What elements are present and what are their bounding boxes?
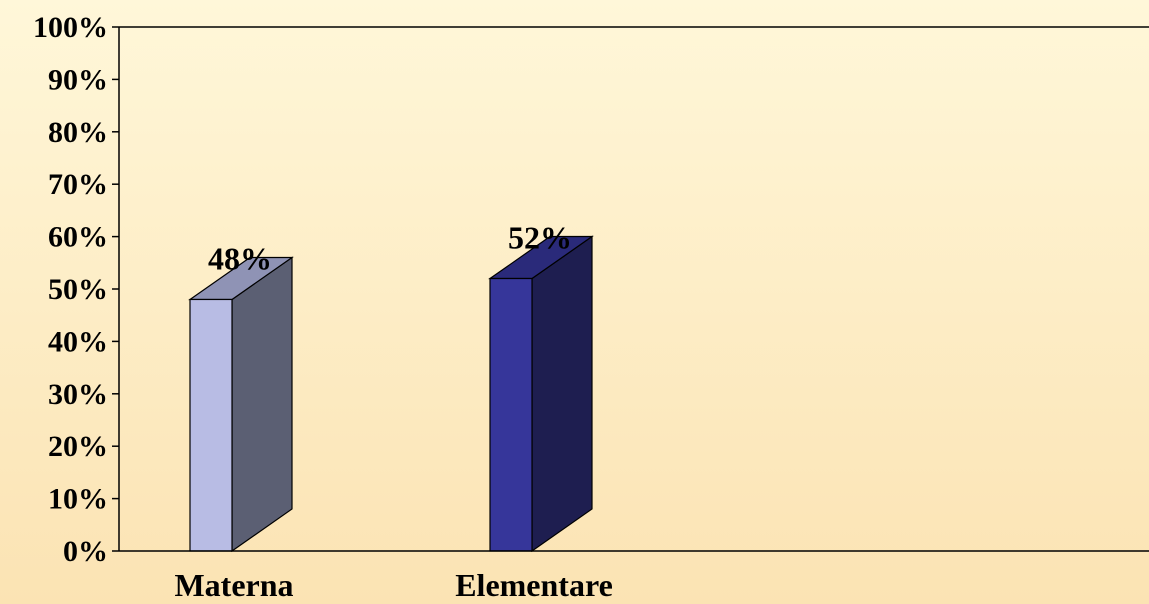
category-labels: Materna Elementare bbox=[174, 567, 612, 603]
axes bbox=[118, 26, 1149, 552]
y-tick-label: 70% bbox=[48, 168, 108, 201]
bar-side-face bbox=[231, 256, 293, 553]
category-label: Materna bbox=[174, 567, 293, 603]
bars bbox=[188, 235, 594, 553]
bar-front-face bbox=[189, 298, 233, 552]
category-label: Elementare bbox=[455, 567, 613, 603]
y-tick-label: 40% bbox=[48, 325, 108, 358]
y-axis-ticks: 0% 10% 20% 30% 40% 50% 60% 70% 80% 90% 100% bbox=[33, 11, 119, 568]
y-tick-label: 80% bbox=[48, 116, 108, 149]
y-tick-label: 50% bbox=[48, 273, 108, 306]
data-labels: 48% 52% bbox=[208, 220, 572, 277]
y-tick-label: 30% bbox=[48, 378, 108, 411]
y-tick-label: 20% bbox=[48, 430, 108, 463]
y-tick-label: 90% bbox=[48, 63, 108, 96]
bar-front-face bbox=[489, 277, 533, 552]
y-tick-label: 100% bbox=[33, 11, 108, 44]
bar-elementare bbox=[488, 235, 594, 553]
bar-materna bbox=[188, 256, 294, 553]
y-tick-label: 0% bbox=[63, 535, 108, 568]
data-label: 48% bbox=[208, 240, 272, 276]
y-tick-label: 10% bbox=[48, 483, 108, 516]
bar-side-face bbox=[531, 235, 593, 553]
y-tick-label: 60% bbox=[48, 221, 108, 254]
data-label: 52% bbox=[508, 220, 572, 256]
